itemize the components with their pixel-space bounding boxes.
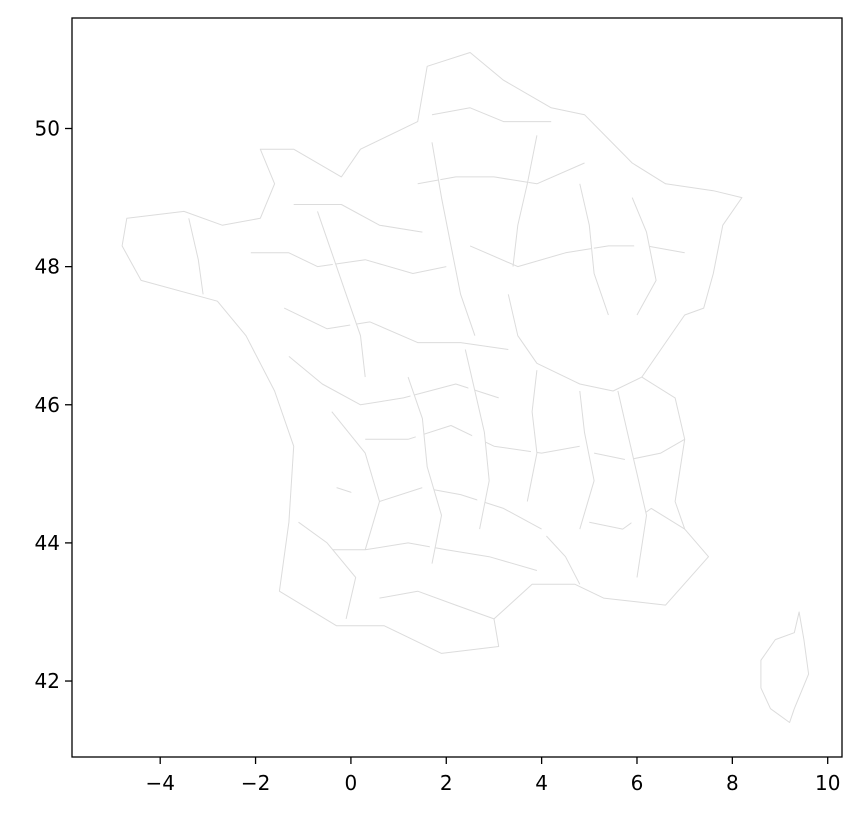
department-border-2 (293, 204, 423, 233)
department-border-25 (617, 390, 647, 578)
department-border-16 (331, 411, 380, 550)
x-tick-label: 2 (440, 771, 453, 795)
corsica-outline (760, 611, 810, 723)
department-border-22 (464, 349, 490, 530)
x-tick-label: 8 (726, 771, 739, 795)
department-border-14 (593, 438, 685, 461)
y-tick-label: 46 (35, 393, 60, 417)
department-border-7 (507, 294, 643, 392)
x-tick-label: 10 (815, 771, 840, 795)
department-border-5 (579, 183, 609, 316)
x-tick-label: 4 (535, 771, 548, 795)
department-border-1 (417, 162, 585, 185)
y-tick-label: 48 (35, 255, 60, 279)
x-tick-label: 0 (345, 771, 358, 795)
department-border-0 (431, 107, 552, 123)
map-layer (121, 52, 810, 723)
department-border-24 (526, 370, 538, 502)
department-border-27 (546, 535, 581, 585)
department-border-6 (283, 307, 509, 350)
x-tick-label: −2 (241, 771, 270, 795)
department-border-23 (407, 376, 442, 564)
department-border-26 (298, 521, 357, 620)
department-border-21 (317, 211, 366, 378)
department-border-10 (579, 390, 595, 530)
department-border-20 (188, 218, 204, 295)
axes-frame (71, 17, 843, 758)
department-border-19 (631, 197, 657, 316)
x-tick-label: −4 (145, 771, 174, 795)
department-border-18 (512, 135, 538, 267)
x-tick-label: 6 (631, 771, 644, 795)
department-border-8 (288, 356, 499, 406)
y-tick-label: 42 (35, 669, 60, 693)
department-border-3 (250, 252, 447, 274)
y-tick-label: 44 (35, 531, 60, 555)
department-border-4 (469, 245, 685, 268)
department-border-15 (379, 590, 495, 620)
y-tick-label: 50 (35, 117, 60, 141)
department-border-17 (431, 142, 476, 336)
x-axis: −4 −2 0 2 4 6 8 10 (145, 757, 840, 795)
y-axis: 42 44 46 48 50 (35, 117, 72, 693)
